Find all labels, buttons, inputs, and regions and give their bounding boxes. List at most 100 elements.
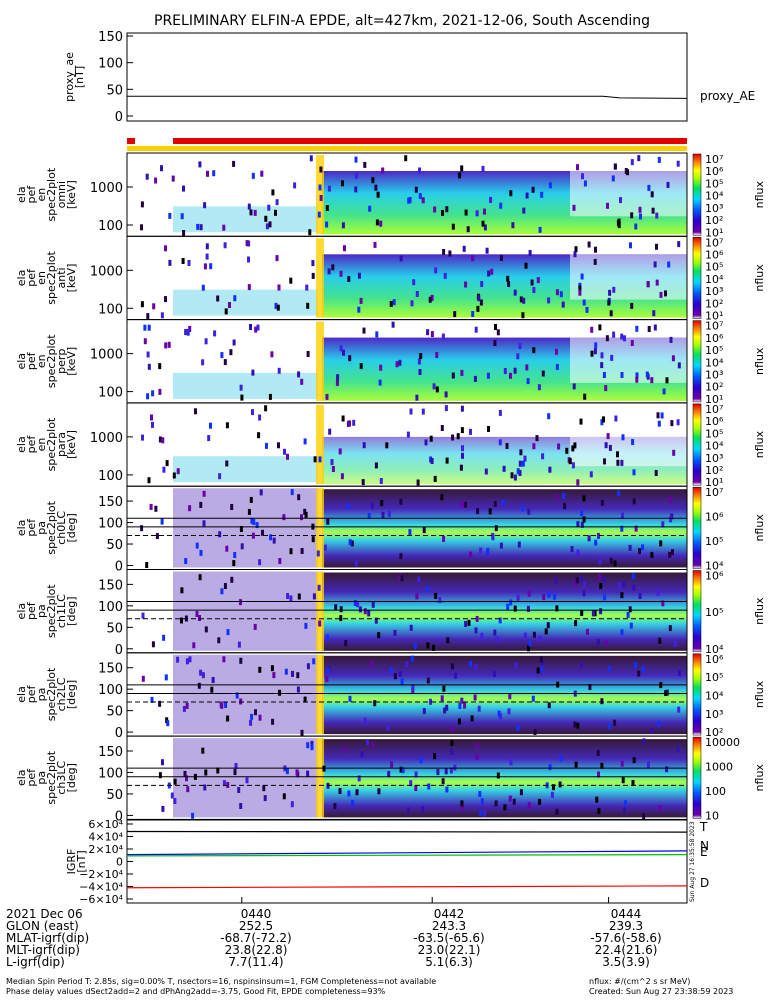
- noise-pixel: [526, 378, 530, 385]
- noise-pixel: [552, 784, 555, 791]
- noise-pixel: [498, 409, 502, 416]
- noise-pixel: [593, 610, 597, 617]
- noise-pixel: [306, 742, 310, 749]
- noise-pixel: [290, 801, 294, 808]
- noise-pixel: [458, 172, 462, 179]
- noise-pixel: [645, 371, 649, 378]
- noise-pixel: [146, 351, 150, 358]
- noise-pixel: [595, 796, 599, 803]
- noise-pixel: [487, 270, 491, 277]
- noise-pixel: [191, 812, 195, 819]
- noise-pixel: [448, 250, 452, 257]
- spectrogram-panel-6: 150 100 50 0 10⁶ 10⁵ 10⁴ nflux elapefpaspec2plot…: [15, 569, 766, 658]
- noise-pixel: [408, 529, 412, 536]
- noise-pixel: [606, 433, 610, 440]
- y-axis-label-word: spec2plot: [45, 667, 58, 721]
- noise-pixel: [539, 656, 543, 663]
- y-axis-label-word: [keV]: [65, 347, 78, 376]
- noise-pixel: [271, 718, 275, 725]
- noise-pixel: [415, 394, 419, 401]
- proxy-ae-legend: proxy_AE: [700, 89, 755, 103]
- noise-pixel: [282, 793, 286, 800]
- noise-pixel: [218, 473, 222, 480]
- noise-pixel: [205, 253, 209, 260]
- noise-pixel: [471, 255, 475, 262]
- noise-pixel: [665, 689, 669, 696]
- noise-pixel: [363, 161, 367, 168]
- noise-pixel: [270, 665, 274, 672]
- noise-pixel: [676, 746, 680, 753]
- noise-pixel: [494, 324, 497, 330]
- noise-pixel: [464, 209, 468, 216]
- noise-pixel: [339, 615, 343, 622]
- noise-pixel: [140, 525, 144, 532]
- noise-pixel: [493, 629, 497, 636]
- noise-pixel: [419, 353, 423, 359]
- noise-pixel: [355, 789, 359, 796]
- noise-pixel: [571, 445, 575, 452]
- noise-pixel: [623, 335, 626, 342]
- y-axis-label-word: en: [35, 271, 48, 285]
- noise-pixel: [375, 219, 379, 226]
- noise-pixel: [387, 771, 391, 777]
- noise-pixel: [346, 503, 350, 510]
- noise-pixel: [161, 759, 164, 766]
- noise-pixel: [548, 182, 552, 189]
- noise-pixel: [502, 465, 506, 472]
- noise-pixel: [550, 791, 554, 798]
- mlt-value: 22.4(21.6): [594, 943, 658, 957]
- y-axis-label-word: ela: [15, 353, 28, 370]
- noise-pixel: [600, 362, 604, 369]
- noise-pixel: [477, 295, 481, 302]
- noise-pixel: [667, 261, 671, 268]
- noise-pixel: [537, 384, 541, 391]
- mlt-label: MLT-igrf(dip): [6, 943, 80, 957]
- noise-pixel: [340, 473, 344, 480]
- noise-pixel: [297, 371, 301, 378]
- y-axis-label-word: spec2plot: [45, 584, 58, 638]
- noise-pixel: [199, 549, 203, 556]
- noise-pixel: [617, 490, 621, 497]
- noise-pixel: [303, 696, 307, 703]
- noise-pixel: [325, 676, 329, 682]
- noise-pixel: [343, 245, 346, 252]
- injection-spike: [316, 571, 324, 651]
- mlat-value: -57.6(-58.6): [590, 931, 662, 945]
- noise-pixel: [653, 261, 657, 268]
- y-tick-label: 50: [106, 83, 123, 98]
- noise-pixel: [341, 180, 344, 187]
- noise-pixel: [656, 412, 660, 419]
- noise-pixel: [446, 637, 450, 644]
- noise-pixel: [576, 549, 580, 556]
- noise-pixel: [341, 415, 345, 422]
- noise-pixel: [348, 539, 352, 546]
- noise-pixel: [600, 352, 604, 359]
- noise-pixel: [433, 753, 437, 760]
- noise-pixel: [481, 165, 485, 172]
- noise-pixel: [334, 604, 338, 611]
- noise-pixel: [310, 740, 314, 747]
- y-axis-label-word: pa: [35, 521, 48, 535]
- noise-pixel: [554, 348, 558, 355]
- colorbar: [692, 403, 702, 486]
- noise-pixel: [154, 505, 158, 512]
- noise-pixel: [357, 272, 361, 279]
- noise-pixel: [282, 514, 286, 521]
- noise-pixel: [434, 267, 438, 274]
- noise-pixel: [204, 626, 208, 633]
- noise-pixel: [225, 460, 229, 467]
- noise-pixel: [664, 290, 667, 297]
- noise-pixel: [347, 275, 351, 282]
- noise-pixel: [293, 182, 297, 189]
- noise-pixel: [555, 493, 559, 500]
- noise-pixel: [258, 666, 262, 673]
- noise-pixel: [445, 206, 449, 213]
- noise-pixel: [240, 394, 244, 401]
- noise-pixel: [600, 499, 604, 506]
- time-tick-0444: 0444: [610, 907, 642, 921]
- noise-pixel: [146, 393, 150, 400]
- noise-pixel: [665, 766, 669, 773]
- noise-pixel: [265, 442, 268, 449]
- noise-pixel: [326, 668, 330, 675]
